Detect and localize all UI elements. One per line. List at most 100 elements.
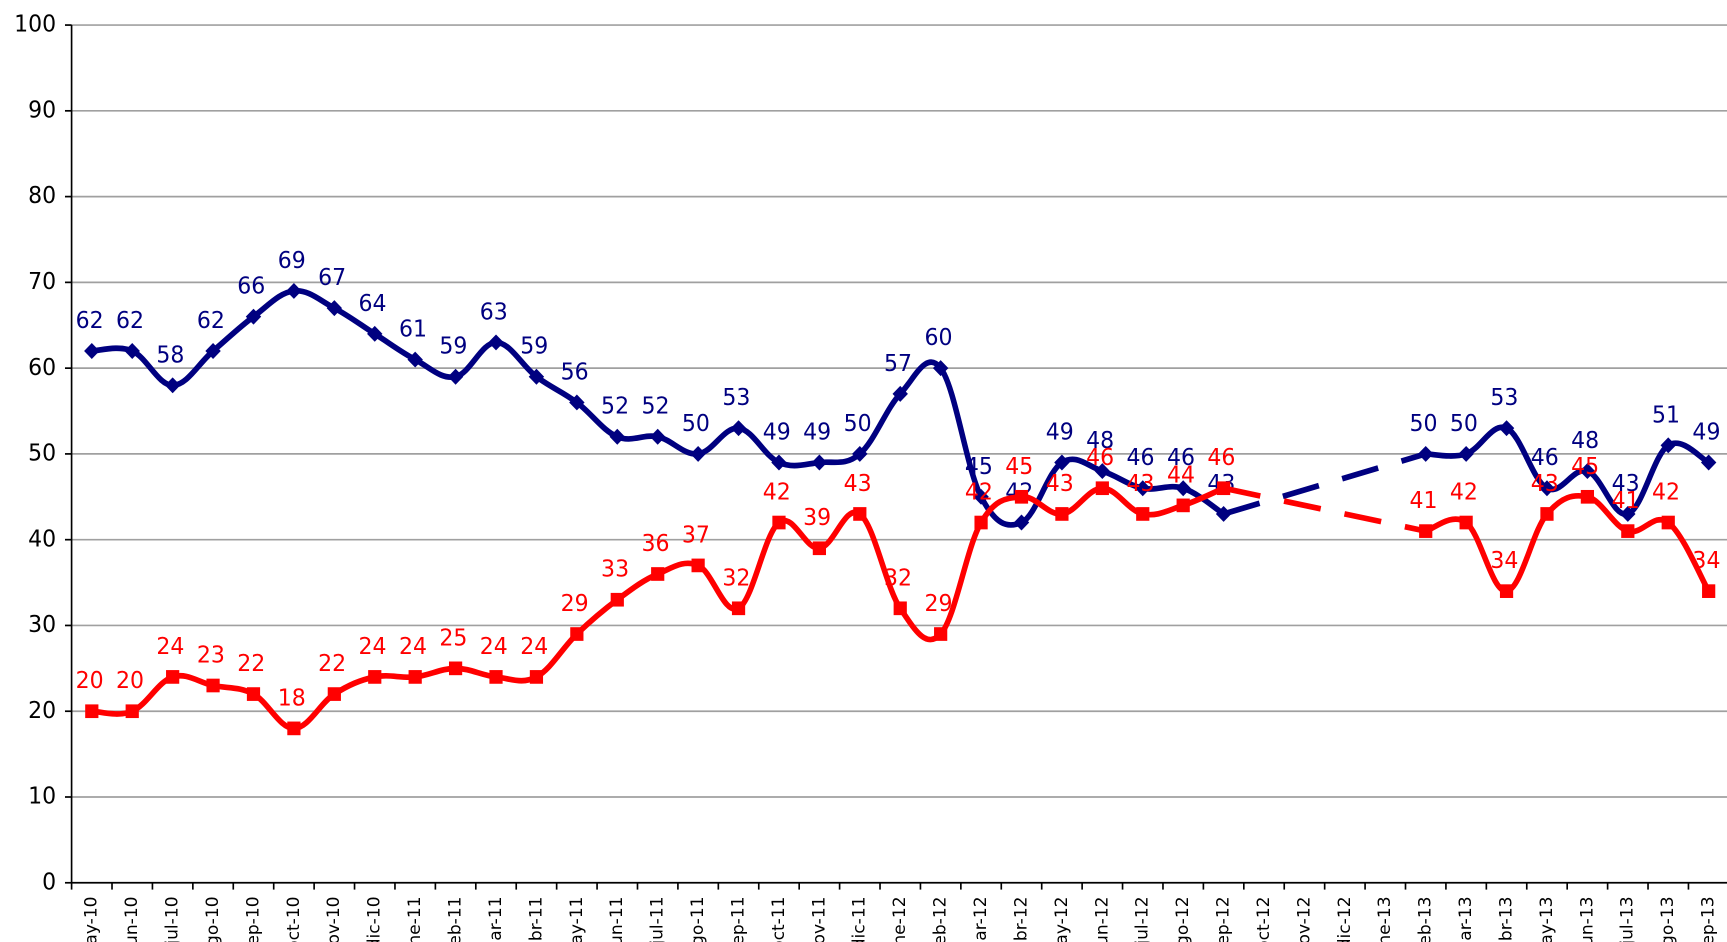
data-label: 42 xyxy=(1652,479,1680,505)
x-tick-label: mar-13 xyxy=(1455,896,1475,942)
data-label: 22 xyxy=(237,651,265,677)
data-label: 43 xyxy=(844,471,872,497)
x-tick-label: sep-12 xyxy=(1213,896,1233,942)
data-label: 41 xyxy=(1612,488,1640,514)
point-marker xyxy=(690,445,706,462)
point-marker xyxy=(447,368,464,385)
y-tick-label: 30 xyxy=(28,612,56,638)
point-marker xyxy=(811,454,828,471)
data-label: 50 xyxy=(1409,411,1437,437)
point-marker xyxy=(934,627,948,641)
data-label: 43 xyxy=(1127,471,1155,497)
y-tick-label: 10 xyxy=(28,783,56,809)
data-label: 61 xyxy=(399,316,427,342)
data-label: 34 xyxy=(1692,548,1720,574)
data-label: 33 xyxy=(601,556,629,582)
data-label: 50 xyxy=(1450,411,1478,437)
x-tick-label: dic-11 xyxy=(849,896,869,942)
point-marker xyxy=(206,678,220,693)
x-tick-label: may-12 xyxy=(1051,896,1071,942)
data-label: 43 xyxy=(1612,471,1640,497)
point-marker xyxy=(1539,480,1555,497)
point-marker xyxy=(570,627,584,641)
data-label: 39 xyxy=(803,505,831,531)
x-tick-label: jun-10 xyxy=(121,896,141,942)
point-marker xyxy=(731,601,746,616)
data-label: 53 xyxy=(722,385,750,411)
x-tick-label: jul-10 xyxy=(162,896,182,942)
data-label: 42 xyxy=(1450,479,1478,505)
data-label: 29 xyxy=(924,591,952,617)
point-marker xyxy=(1215,505,1232,522)
point-marker xyxy=(771,454,787,471)
data-label: 24 xyxy=(359,634,387,660)
data-label: 29 xyxy=(561,591,589,617)
data-label: 52 xyxy=(601,393,629,419)
point-marker xyxy=(286,282,302,299)
point-marker xyxy=(610,592,624,607)
data-label: 41 xyxy=(1409,488,1437,514)
y-tick-label: 0 xyxy=(42,869,56,895)
point-marker xyxy=(326,300,343,317)
data-label: 42 xyxy=(965,479,993,505)
point-marker xyxy=(1135,480,1151,497)
data-label: 45 xyxy=(1005,453,1033,479)
point-marker xyxy=(1621,524,1635,538)
point-marker xyxy=(246,687,261,701)
x-tick-label: abr-13 xyxy=(1496,896,1516,942)
data-label: 23 xyxy=(197,642,225,668)
point-marker xyxy=(1136,507,1150,521)
y-tick-label: 100 xyxy=(14,11,56,37)
point-marker xyxy=(205,343,221,359)
x-tick-label: jul-12 xyxy=(1132,896,1152,942)
x-tick-label: nov-12 xyxy=(1294,896,1314,942)
y-tick-label: 80 xyxy=(28,183,56,209)
point-marker xyxy=(973,488,989,505)
point-marker xyxy=(1175,480,1191,497)
data-label: 49 xyxy=(1046,419,1074,445)
data-label: 24 xyxy=(520,634,548,660)
point-marker xyxy=(1176,498,1190,513)
data-label: 67 xyxy=(318,265,346,291)
data-label: 43 xyxy=(1046,471,1074,497)
point-marker xyxy=(488,334,504,351)
point-marker xyxy=(408,670,422,684)
data-label: 43 xyxy=(1531,471,1559,497)
x-tick-label: nov-11 xyxy=(809,896,829,942)
point-marker xyxy=(528,368,545,385)
point-marker xyxy=(730,420,747,437)
point-marker xyxy=(651,567,665,581)
x-tick-label: ene-13 xyxy=(1374,896,1394,942)
data-label: 18 xyxy=(278,685,306,711)
x-tick-label: may-10 xyxy=(81,896,101,942)
point-marker xyxy=(367,325,383,342)
point-marker xyxy=(125,704,139,719)
point-marker xyxy=(85,704,99,719)
data-label: 69 xyxy=(278,248,306,274)
point-marker xyxy=(245,308,262,325)
x-tick-label: ene-12 xyxy=(889,896,909,942)
data-label: 45 xyxy=(1571,453,1599,479)
data-label: 46 xyxy=(1207,445,1235,471)
point-marker xyxy=(1419,524,1433,538)
point-marker xyxy=(1094,463,1111,480)
x-tick-label: jul-11 xyxy=(647,896,667,942)
data-label: 62 xyxy=(76,308,104,334)
data-label: 56 xyxy=(561,359,589,385)
point-marker xyxy=(1702,584,1716,598)
data-label: 60 xyxy=(924,325,952,351)
y-tick-label: 20 xyxy=(28,698,56,724)
data-label: 49 xyxy=(763,419,791,445)
point-marker xyxy=(974,515,988,530)
point-marker xyxy=(1459,515,1473,530)
x-tick-label: feb-13 xyxy=(1415,896,1435,942)
x-tick-label: may-13 xyxy=(1536,896,1556,942)
data-label: 63 xyxy=(480,299,508,325)
y-tick-label: 50 xyxy=(28,440,56,466)
point-marker xyxy=(124,343,140,359)
data-label: 46 xyxy=(1127,445,1155,471)
x-tick-label: abr-12 xyxy=(1011,896,1031,942)
x-tick-label: ene-11 xyxy=(404,896,424,942)
x-tick-label: feb-11 xyxy=(445,896,465,942)
x-tick-label: jun-12 xyxy=(1092,896,1112,942)
